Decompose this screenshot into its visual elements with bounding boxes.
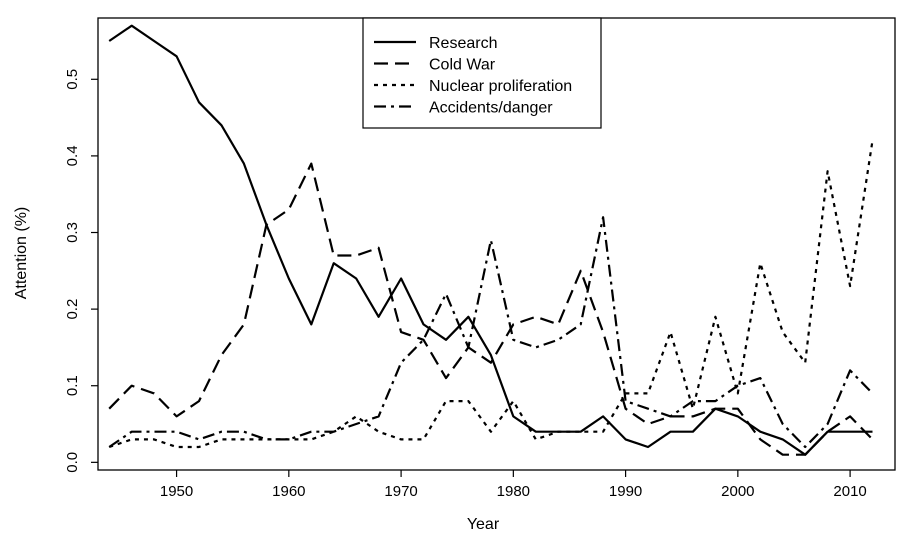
- legend-box: [362, 17, 602, 129]
- legend-label-cold-war: Cold War: [429, 57, 496, 74]
- y-tick-label: 0.1: [64, 375, 81, 396]
- y-tick-label: 0.4: [64, 145, 81, 166]
- series-line-cold-war: [108, 162, 874, 456]
- x-tick-label: 1990: [609, 483, 642, 500]
- series-line-accidents-danger: [108, 216, 874, 449]
- x-tick-label: 2010: [833, 483, 866, 500]
- y-tick-label: 0.0: [64, 452, 81, 473]
- series-line-nuclear-proliferation: [108, 140, 874, 449]
- x-tick-label: 1980: [497, 483, 530, 500]
- legend-label-accidents-danger: Accidents/danger: [429, 100, 553, 117]
- x-tick-label: 1960: [272, 483, 305, 500]
- x-tick-label: 1950: [160, 483, 193, 500]
- x-tick-label: 2000: [721, 483, 754, 500]
- x-axis: 1950 1960 1970 1980 1990 2000 2010: [160, 470, 867, 500]
- x-tick-label: 1970: [384, 483, 417, 500]
- legend: Research Cold War Nuclear proliferation Acc…: [362, 17, 602, 129]
- y-axis: 0.0 0.1 0.2 0.3 0.4 0.5: [64, 69, 98, 473]
- y-axis-title: Attention (%): [13, 207, 30, 299]
- series-layer: [108, 24, 874, 456]
- y-tick-label: 0.2: [64, 299, 81, 320]
- y-tick-label: 0.3: [64, 222, 81, 243]
- y-tick-label: 0.5: [64, 69, 81, 90]
- legend-label-nuclear-proliferation: Nuclear proliferation: [429, 78, 572, 95]
- series-line-research: [108, 24, 873, 456]
- x-axis-title: Year: [467, 516, 500, 533]
- legend-label-research: Research: [429, 35, 497, 52]
